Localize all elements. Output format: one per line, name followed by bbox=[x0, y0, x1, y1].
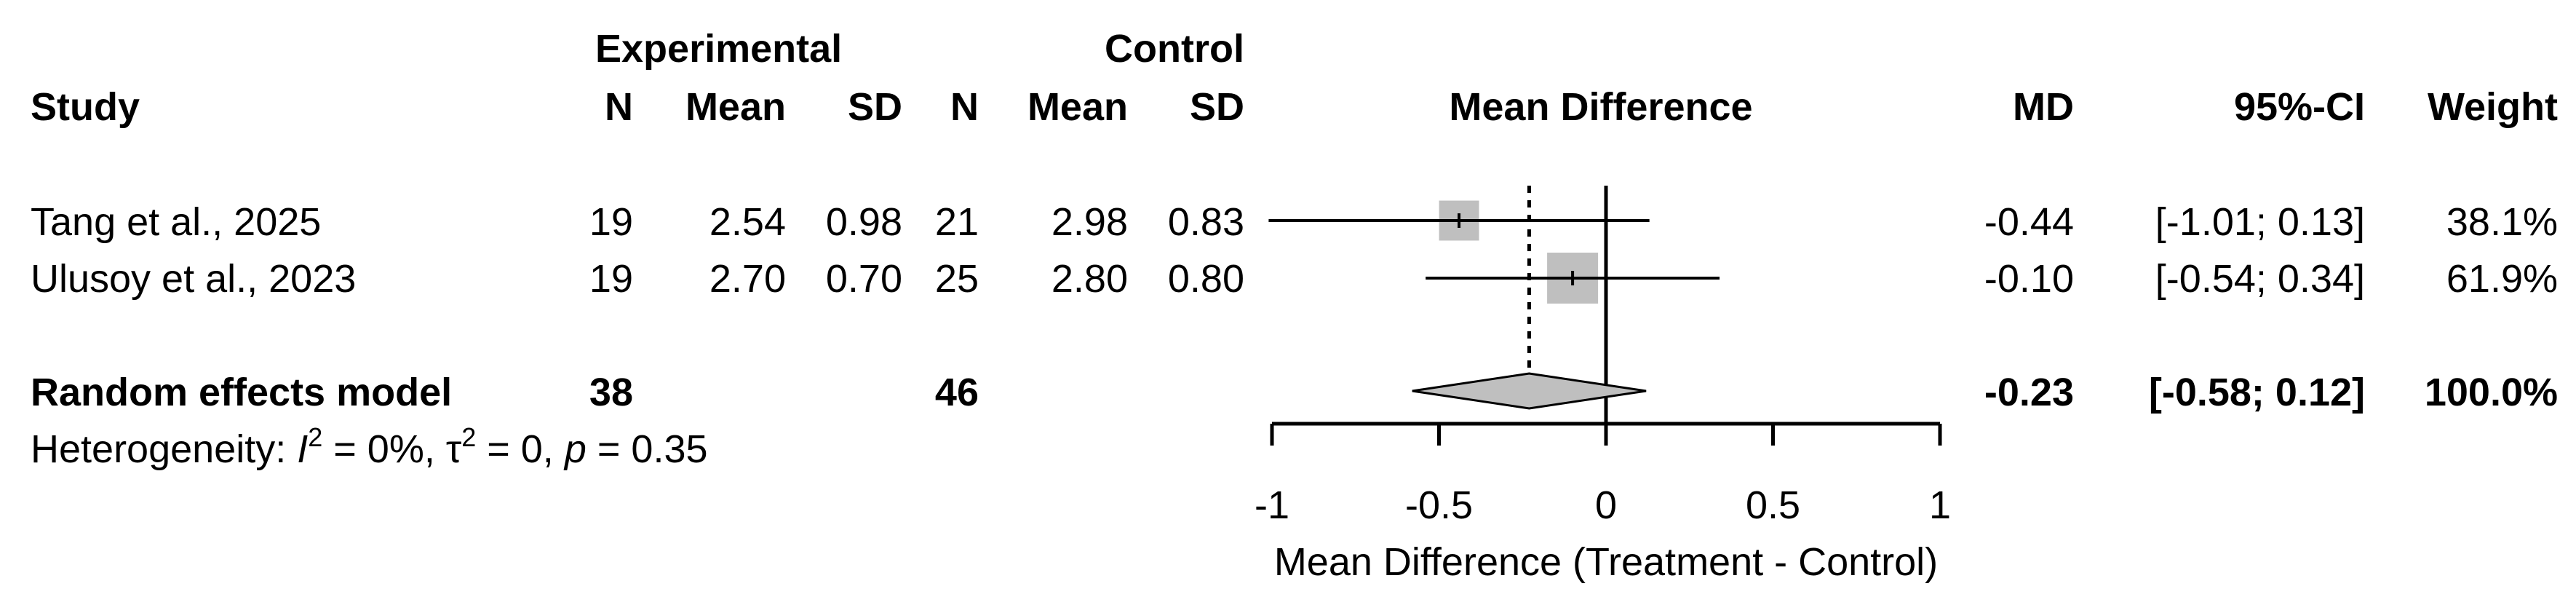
exp-mean-value: 2.70 bbox=[709, 257, 786, 301]
ctrl-mean-value: 2.80 bbox=[1051, 257, 1128, 301]
ci-value: [-1.01; 0.13] bbox=[2155, 200, 2365, 244]
exp-n-header: N bbox=[605, 85, 633, 129]
ctrl-sd-value: 0.83 bbox=[1167, 200, 1244, 244]
ctrl-sd-header: SD bbox=[1189, 85, 1244, 129]
study-name: Tang et al., 2025 bbox=[31, 200, 322, 244]
x-axis-tick-label: -1 bbox=[1255, 483, 1289, 527]
heterogeneity-stats: Heterogeneity: I2 = 0%, τ2 = 0, p = 0.35 bbox=[31, 422, 708, 471]
exp-mean-value: 2.54 bbox=[709, 200, 786, 244]
x-axis-label: Mean Difference (Treatment - Control) bbox=[1274, 540, 1938, 584]
ctrl-mean-header: Mean bbox=[1027, 85, 1128, 129]
x-axis-tick-label: 1 bbox=[1929, 483, 1951, 527]
md-value: -0.44 bbox=[1984, 200, 2074, 244]
exp-sd-value: 0.98 bbox=[825, 200, 902, 244]
md-value: -0.10 bbox=[1984, 257, 2074, 301]
experimental-group-header: Experimental bbox=[595, 27, 843, 71]
weight-header: Weight bbox=[2428, 85, 2558, 129]
mean-difference-header: Mean Difference bbox=[1449, 85, 1753, 129]
pooled-diamond bbox=[1412, 372, 1647, 410]
x-axis-tick-label: -0.5 bbox=[1405, 483, 1473, 527]
exp-sd-value: 0.70 bbox=[825, 257, 902, 301]
ctrl-n-header: N bbox=[950, 85, 979, 129]
ci-header: 95%-CI bbox=[2233, 85, 2365, 129]
exp-mean-header: Mean bbox=[685, 85, 786, 129]
pooled-md: -0.23 bbox=[1984, 371, 2074, 414]
ctrl-mean-value: 2.98 bbox=[1051, 200, 1128, 244]
exp-sd-header: SD bbox=[847, 85, 902, 129]
ctrl-sd-value: 0.80 bbox=[1167, 257, 1244, 301]
pooled-ctrl-n: 46 bbox=[934, 371, 979, 414]
pooled-weight: 100.0% bbox=[2424, 371, 2558, 414]
md-header: MD bbox=[2013, 85, 2074, 129]
weight-value: 61.9% bbox=[2446, 257, 2558, 301]
ctrl-n-value: 21 bbox=[934, 200, 979, 244]
x-axis-tick-label: 0.5 bbox=[1746, 483, 1800, 527]
control-group-header: Control bbox=[1105, 27, 1244, 71]
exp-n-value: 19 bbox=[589, 200, 633, 244]
study-column-header: Study bbox=[31, 85, 140, 129]
ci-value: [-0.54; 0.34] bbox=[2155, 257, 2365, 301]
pooled-exp-n: 38 bbox=[589, 371, 633, 414]
pooled-label: Random effects model bbox=[31, 371, 453, 414]
weight-value: 38.1% bbox=[2446, 200, 2558, 244]
study-name: Ulusoy et al., 2023 bbox=[31, 257, 357, 301]
exp-n-value: 19 bbox=[589, 257, 633, 301]
x-axis-tick-label: 0 bbox=[1595, 483, 1617, 527]
ctrl-n-value: 25 bbox=[934, 257, 979, 301]
pooled-ci: [-0.58; 0.12] bbox=[2148, 371, 2365, 414]
